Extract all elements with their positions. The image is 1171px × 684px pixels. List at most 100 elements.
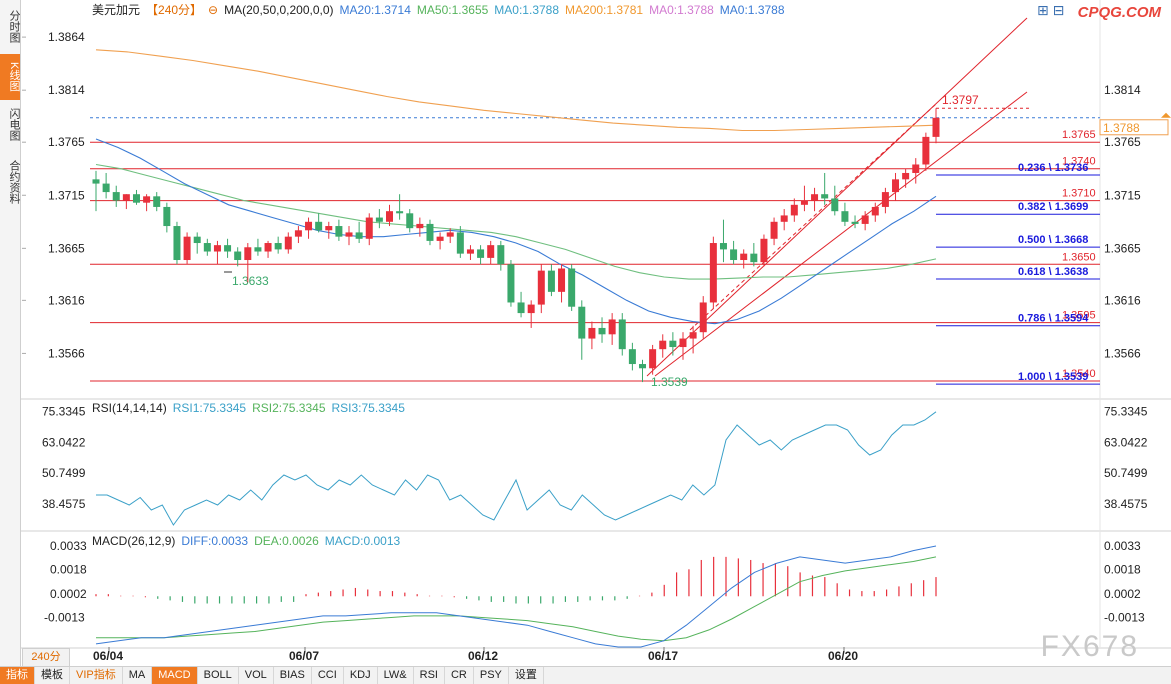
candle-body: [487, 245, 495, 258]
rsi-tick-left: 50.7499: [42, 466, 86, 480]
rsi-tick-right: 63.0422: [1104, 435, 1148, 449]
ma200-line: [95, 49, 937, 132]
toolbar-tab-rsi[interactable]: RSI: [414, 667, 445, 684]
ma50-line: [95, 163, 937, 280]
trend-channel[interactable]: [646, 17, 1028, 377]
toolbar-tab-ma[interactable]: MA: [123, 667, 153, 684]
toolbar-tab-vol[interactable]: VOL: [239, 667, 274, 684]
candle-body: [588, 327, 596, 339]
candlesticks: [92, 108, 940, 383]
fib-label: 0.618 \ 1.3638: [1018, 266, 1088, 278]
toolbar-tab-指标[interactable]: 指标: [0, 667, 35, 684]
candle-body: [881, 192, 889, 207]
candle-body: [375, 217, 383, 222]
right-price-tick: 1.3765: [1104, 135, 1141, 149]
right-price-tick: 1.3616: [1104, 293, 1141, 307]
candle-body: [608, 319, 616, 335]
candle-body: [112, 192, 120, 201]
horizontal-levels[interactable]: 1.3765 1.3740 1.3710 1.3650 1.3595 1.3540 1.37…: [90, 93, 1171, 389]
right-price-tick: 1.3814: [1104, 83, 1141, 97]
price-level-label: 1.3650: [1062, 251, 1096, 263]
candle-body: [92, 179, 100, 184]
left-price-tick: 1.3566: [48, 346, 85, 360]
candle-body: [274, 243, 282, 250]
toolbar-tab-lw&[interactable]: LW&: [378, 667, 414, 684]
chart-tool-icons[interactable]: ⊞ ⊟: [1037, 2, 1065, 18]
left-sidebar: 分时图 K线图闪电图合约资料: [0, 0, 21, 683]
side-tab-3[interactable]: 合约资料: [8, 160, 20, 204]
left-price-tick: 1.3616: [48, 293, 85, 307]
main-legend-item: MA200:1.3781: [565, 3, 643, 17]
candle-body: [355, 232, 363, 239]
candle-body: [335, 226, 343, 237]
toolbar-tab-kdj[interactable]: KDJ: [344, 667, 378, 684]
toolbar-tab-bias[interactable]: BIAS: [274, 667, 312, 684]
candle-body: [831, 198, 839, 212]
cpqg-watermark: CPQG.COM: [1077, 4, 1161, 21]
candle-body: [254, 247, 262, 252]
macd-legend-item: DIFF:0.0033: [181, 534, 248, 548]
candle-body: [790, 204, 798, 216]
toolbar-tab-vip指标[interactable]: VIP指标: [70, 667, 123, 684]
channel-upper: [646, 17, 1028, 377]
candle-body: [780, 215, 788, 222]
price-level-label: 1.3595: [1062, 310, 1096, 322]
candle-body: [740, 253, 748, 261]
candle-body: [426, 223, 434, 241]
candle-body: [183, 236, 191, 261]
toolbar-tab-cr[interactable]: CR: [445, 667, 474, 684]
candle-body: [436, 236, 444, 241]
candle-body: [861, 215, 869, 224]
price-level-label: 1.3540: [1062, 368, 1096, 380]
rsi-line: [96, 411, 937, 526]
candle-body: [406, 213, 414, 229]
price-level-label: 1.3710: [1062, 188, 1096, 200]
toolbar-tab-cci[interactable]: CCI: [312, 667, 344, 684]
candle-body: [345, 232, 353, 237]
toolbar-tab-macd[interactable]: MACD: [152, 667, 198, 684]
candle-body: [244, 247, 252, 261]
candle-body: [639, 364, 647, 369]
side-tab-1[interactable]: K线图: [0, 54, 20, 100]
candle-body: [456, 232, 464, 254]
macd-panel: [95, 545, 937, 648]
side-tab-0[interactable]: 分时图: [8, 9, 20, 43]
period-badge[interactable]: 240分: [22, 648, 70, 667]
main-legend-item: MA50:1.3655: [417, 3, 489, 17]
toolbar-tab-设置[interactable]: 设置: [509, 667, 544, 684]
fib-label: 0.786 \ 1.3594: [1018, 313, 1089, 325]
side-tab-2[interactable]: 闪电图: [8, 107, 20, 141]
candle-body: [193, 236, 201, 244]
toolbar-tab-模板[interactable]: 模板: [35, 667, 70, 684]
macd-tick-right: -0.0013: [1104, 610, 1145, 624]
price-axis: 1.3864 1.3814 1.3814 1.3765 1.3765 1.3715 1.37…: [42, 30, 1148, 624]
rsi-tick-right: 38.4575: [1104, 497, 1148, 511]
candle-body: [132, 194, 140, 203]
toolbar-tab-boll[interactable]: BOLL: [198, 667, 239, 684]
candle-body: [719, 243, 727, 250]
date-label: 06/20: [828, 649, 858, 663]
candle-body: [234, 251, 242, 261]
candle-body: [730, 249, 738, 261]
candle-body: [679, 338, 687, 348]
fibonacci-levels[interactable]: 0.236 \ 1.3736 0.382 \ 1.3699 0.500 \ 1.36…: [936, 162, 1100, 385]
macd-legend-item: DEA:0.0026: [254, 534, 319, 548]
diff-line: [95, 545, 937, 648]
candle-body: [325, 226, 333, 231]
indicator-toolbar: 指标 模板 VIP指标 MA MACD BOLL VOL BIAS CCI KDJ LW& RSI CR…: [0, 666, 1171, 684]
candle-body: [527, 304, 535, 314]
candle-body: [618, 319, 626, 350]
candle-body: [122, 194, 130, 201]
candle-body: [912, 164, 920, 173]
rsi-tick-left: 63.0422: [42, 435, 86, 449]
candle-body: [760, 238, 768, 263]
candle-body: [396, 211, 404, 214]
main-legend-item: 美元加元: [92, 3, 140, 17]
rsi-tick-right: 75.3345: [1104, 405, 1148, 419]
candle-body: [537, 270, 545, 305]
toolbar-tab-psy[interactable]: PSY: [474, 667, 509, 684]
main-legend-item: MA0:1.3788: [720, 3, 785, 17]
candle-body: [507, 264, 515, 303]
candle-body: [213, 245, 221, 252]
